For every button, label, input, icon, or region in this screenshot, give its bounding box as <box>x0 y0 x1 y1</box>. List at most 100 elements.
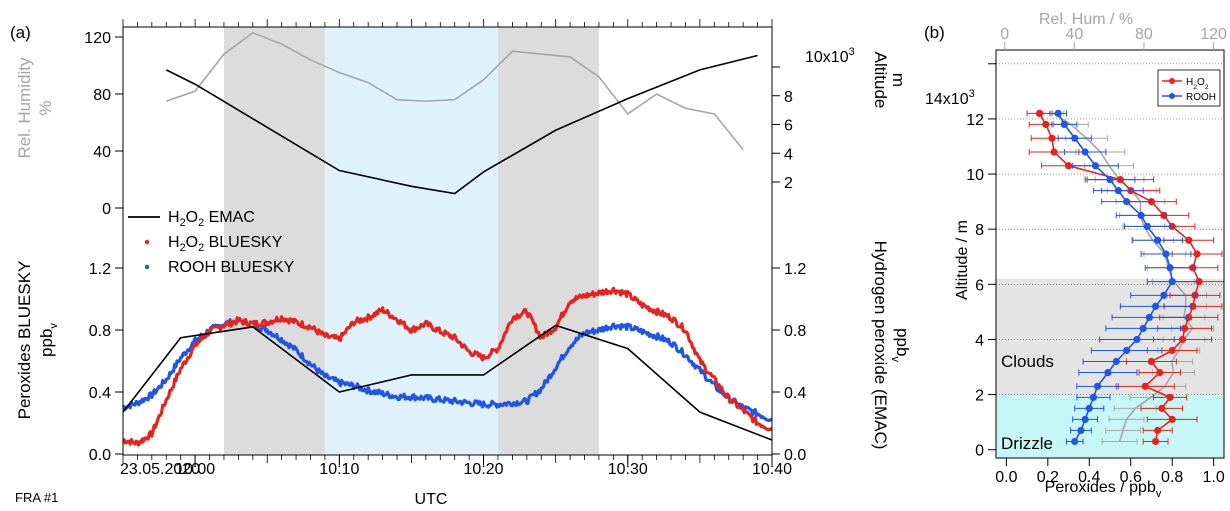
a-x-tick-label: 10:00 <box>175 461 215 478</box>
b-top-tick-label: 0 <box>1000 26 1009 43</box>
emac-tick-label: 0.8 <box>784 323 806 340</box>
b-y-tick-label: 6 <box>975 277 984 294</box>
peroxides-tick-label: 0.4 <box>89 385 111 402</box>
relhum-line <box>166 31 744 151</box>
altitude-exponent-sup: 3 <box>849 46 855 58</box>
b-h2o2-point <box>1193 250 1201 258</box>
legend-b-entry-part: 2 <box>1205 84 1209 91</box>
altitude-tick-label: 8 <box>784 89 793 106</box>
clouds-label: Clouds <box>1001 352 1054 371</box>
legend-b-entry: ROOH <box>1186 92 1216 103</box>
b-rooh-point <box>1143 222 1151 231</box>
altitude-tick-label: 4 <box>784 146 793 163</box>
b-rooh-point <box>1166 264 1174 272</box>
b-y-tick-label: 12 <box>966 112 984 129</box>
legend-a-entry-part: 2 <box>198 242 204 254</box>
relhum-unit-title: % <box>36 100 55 115</box>
altitude-exponent-base: 10x10 <box>805 49 849 66</box>
b-top-tick-label: 80 <box>1135 26 1153 43</box>
legend-a-entry: H2O2 EMAC <box>168 209 255 229</box>
peroxides-axis-title: Peroxides BLUESKY <box>15 261 34 420</box>
flight-label: FRA #1 <box>15 490 58 505</box>
b-rooh-point <box>1081 415 1089 424</box>
b-x-tick-label: 1.0 <box>1203 469 1225 486</box>
b-rooh-point <box>1093 382 1102 390</box>
b-y-tick-label: 0 <box>975 443 984 460</box>
h2o2-emac-line <box>122 324 773 441</box>
panel-a-axes: 10:00 10:10 10:20 10:30 10:40 0 40 80 120 2 4 6 8 0.0… <box>84 19 806 478</box>
b-h2o2-point <box>1178 335 1187 344</box>
relhum-axis-title: Rel. Humidity <box>15 57 34 159</box>
b-rooh-line <box>1057 113 1174 442</box>
panel-b: 0.0 0.2 0.4 0.6 0.8 1.0 0 40 80 120 0 2 4 6 8 10 12 <box>966 26 1227 486</box>
b-h2o2-point <box>1154 426 1162 435</box>
peroxides-unit: ppb <box>37 329 56 357</box>
legend-a-entry-part: EMAC <box>204 209 255 226</box>
b-y-tick-label: 2 <box>975 388 984 405</box>
b-rooh-point <box>1152 302 1160 310</box>
legend-b-dot-swatch <box>1169 93 1175 99</box>
legend-b-box <box>1157 69 1221 107</box>
legend-b-dot-swatch <box>1169 78 1175 84</box>
b-ytop-sup: 3 <box>969 88 975 100</box>
b-h2o2-point <box>1141 382 1149 390</box>
b-rooh-point <box>1091 162 1100 170</box>
panel-b-label: (b) <box>924 23 945 42</box>
peroxides-tick-label: 0.8 <box>89 323 111 340</box>
emac-unit: ppb <box>893 328 912 356</box>
b-h2o2-point <box>1152 437 1160 446</box>
a-x-tick-label: 10:40 <box>752 461 792 478</box>
peroxides-tick-label: 0.0 <box>89 447 111 464</box>
emac-tick-label: 1.2 <box>784 261 806 278</box>
drizzle-label: Drizzle <box>1001 434 1053 453</box>
b-ytop-base: 14x10 <box>925 91 969 108</box>
relhum-tick-label: 80 <box>93 87 111 104</box>
b-rooh-point <box>1122 346 1131 355</box>
relhum-axis-label: Rel. Humidity <box>15 57 34 159</box>
a-x-tick-label: 10:30 <box>608 461 648 478</box>
altitude-unit-title: m <box>889 73 908 87</box>
panel-a-top <box>165 31 758 195</box>
b-rooh-point <box>1154 236 1162 244</box>
altitude-exponent: 10x103 <box>805 46 855 66</box>
b-h2o2-point <box>1168 346 1176 355</box>
shade-interval-cloud <box>497 27 599 455</box>
b-y-axis-label: Altitude / m <box>954 220 971 300</box>
b-h2o2-point <box>1035 109 1044 118</box>
legend-b-entry-part: H <box>1186 77 1193 88</box>
x-axis-label: UTC <box>415 491 448 508</box>
b-h2o2-point <box>1185 236 1193 244</box>
date-label: 23.05.2020 <box>120 461 200 478</box>
altitude-axis-label: Altitude <box>871 52 890 109</box>
b-rooh-point <box>1114 186 1122 195</box>
b-rooh-point <box>1071 134 1079 142</box>
altitude-axis-unit: m <box>889 73 908 87</box>
b-h2o2-point <box>1166 393 1174 401</box>
b-top-axis-label: Rel. Hum / % <box>1039 11 1133 28</box>
b-rooh-point <box>1133 335 1141 344</box>
legend-a-dot-swatch <box>144 239 150 245</box>
legend-a-entry-part: 2 <box>180 217 186 229</box>
b-rooh-point <box>1145 313 1153 322</box>
legend-a-entry: ROOH BLUESKY <box>168 259 295 276</box>
legend-a-entry-part: 2 <box>180 242 186 254</box>
emac-unit-sub: v <box>889 356 901 362</box>
legend-a-entry-part: O <box>186 234 198 251</box>
b-x-tick-label: 0.6 <box>1120 469 1142 486</box>
shade-interval-cloud <box>223 27 325 455</box>
b-y-tick-label: 10 <box>966 167 984 184</box>
relhum-axis-unit: % <box>36 100 55 115</box>
emac-axis-title: Hydrogen peroxide (EMAC) <box>871 241 890 450</box>
b-frame <box>995 49 1225 459</box>
b-h2o2-point <box>1048 134 1056 142</box>
emac-axis-label: Hydrogen peroxide (EMAC) <box>871 241 890 450</box>
b-rooh-point <box>1071 437 1079 446</box>
b-rooh-point <box>1112 357 1120 366</box>
legend-a-dot-swatch <box>144 264 150 270</box>
b-rooh-point <box>1139 324 1147 333</box>
legend-a-entry-part: ROOH BLUESKY <box>168 259 295 276</box>
legend-a-entry-part: BLUESKY <box>204 234 283 251</box>
clouds-region <box>996 278 1224 395</box>
b-rooh-point <box>1137 211 1145 220</box>
peroxides-unit-title: ppbv <box>37 323 60 357</box>
